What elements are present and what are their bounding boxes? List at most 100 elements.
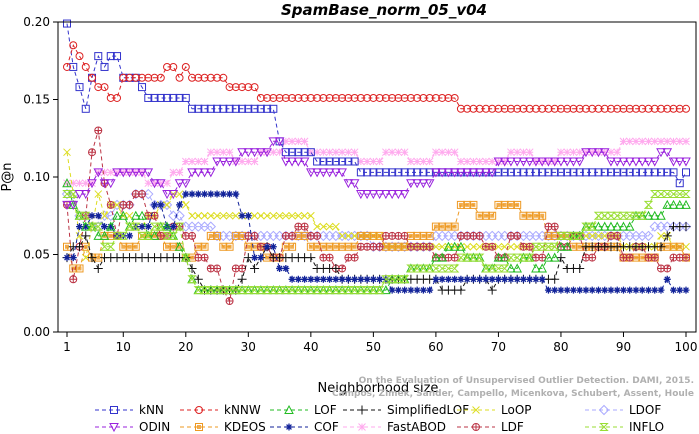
x-tick-label: 60: [428, 340, 443, 354]
data-point: [562, 157, 573, 167]
data-point: [349, 286, 360, 295]
data-point: [387, 190, 397, 200]
data-point: [668, 199, 679, 209]
data-point: [69, 62, 78, 71]
data-point: [531, 168, 540, 177]
data-point: [556, 104, 565, 113]
data-point: [100, 168, 109, 177]
data-point: [81, 62, 90, 71]
data-point: [131, 222, 141, 231]
legend-label: ODIN: [139, 420, 170, 434]
data-point: [75, 52, 84, 61]
data-point: [656, 148, 666, 158]
data-point: [387, 275, 397, 284]
data-point: [506, 263, 516, 273]
x-tick-label: 40: [303, 340, 318, 354]
data-point: [369, 157, 378, 166]
data-point: [357, 275, 365, 283]
data-point: [576, 286, 584, 294]
data-point: [575, 263, 585, 273]
data-point: [388, 242, 397, 251]
data-point: [163, 62, 172, 71]
data-point: [500, 168, 509, 177]
data-point: [632, 286, 640, 294]
y-tick-label: 0.00: [23, 325, 50, 339]
data-point: [656, 190, 666, 199]
data-point: [256, 104, 265, 113]
data-point: [294, 148, 303, 157]
data-point: [357, 157, 365, 166]
legend-swatch-marker: [285, 423, 293, 431]
data-point: [100, 62, 109, 71]
data-point: [281, 137, 290, 146]
data-point: [556, 168, 565, 177]
data-point: [399, 190, 410, 200]
data-point: [119, 73, 128, 82]
data-point: [219, 148, 228, 157]
data-point: [149, 230, 160, 240]
legend-label: KDEOS: [224, 420, 266, 434]
data-point: [381, 190, 391, 200]
x-tick-label: 100: [675, 340, 698, 354]
data-point: [606, 157, 616, 167]
data-point: [313, 222, 321, 231]
data-point: [363, 275, 371, 283]
data-point: [644, 286, 652, 294]
data-point: [593, 211, 604, 220]
data-point: [587, 222, 597, 231]
data-point: [556, 157, 566, 167]
data-point: [263, 211, 271, 220]
data-point: [93, 230, 104, 240]
data-point: [344, 157, 353, 166]
data-point: [550, 222, 559, 231]
data-point: [488, 104, 497, 113]
series-line: [66, 23, 687, 185]
data-point: [643, 200, 654, 209]
data-point: [544, 286, 552, 294]
data-point: [187, 275, 197, 284]
data-point: [544, 157, 553, 166]
data-point: [512, 157, 523, 167]
x-tick-label: 30: [241, 340, 256, 354]
data-point: [157, 201, 165, 209]
data-point: [219, 190, 227, 198]
data-point: [250, 157, 259, 166]
data-point: [206, 104, 215, 113]
data-point: [206, 73, 215, 82]
data-point: [581, 148, 591, 158]
data-point: [288, 211, 296, 220]
data-point: [306, 168, 316, 178]
data-point: [425, 93, 434, 102]
data-point: [350, 148, 359, 157]
data-point: [569, 148, 578, 157]
legend-label: INFLO: [629, 420, 664, 434]
data-point: [338, 242, 347, 251]
data-point: [168, 231, 179, 240]
data-point: [675, 104, 684, 113]
data-point: [513, 231, 522, 240]
data-point: [69, 264, 78, 273]
data-point: [681, 190, 691, 199]
data-point: [331, 157, 340, 166]
data-point: [500, 104, 509, 113]
data-point: [288, 93, 297, 102]
data-point: [362, 286, 372, 295]
data-point: [237, 286, 247, 295]
data-point: [188, 73, 197, 82]
data-point: [607, 148, 615, 157]
data-point: [513, 242, 522, 251]
data-point: [155, 179, 166, 189]
data-point: [313, 148, 321, 157]
data-point: [181, 93, 190, 102]
data-point: [231, 211, 240, 220]
data-point: [618, 221, 629, 231]
data-point: [351, 275, 359, 283]
data-point: [457, 157, 465, 166]
data-point: [512, 263, 523, 273]
data-point: [250, 104, 259, 113]
data-point: [682, 137, 690, 146]
data-point: [675, 242, 684, 251]
data-point: [644, 168, 653, 177]
data-point: [531, 104, 540, 113]
data-point: [494, 275, 502, 283]
